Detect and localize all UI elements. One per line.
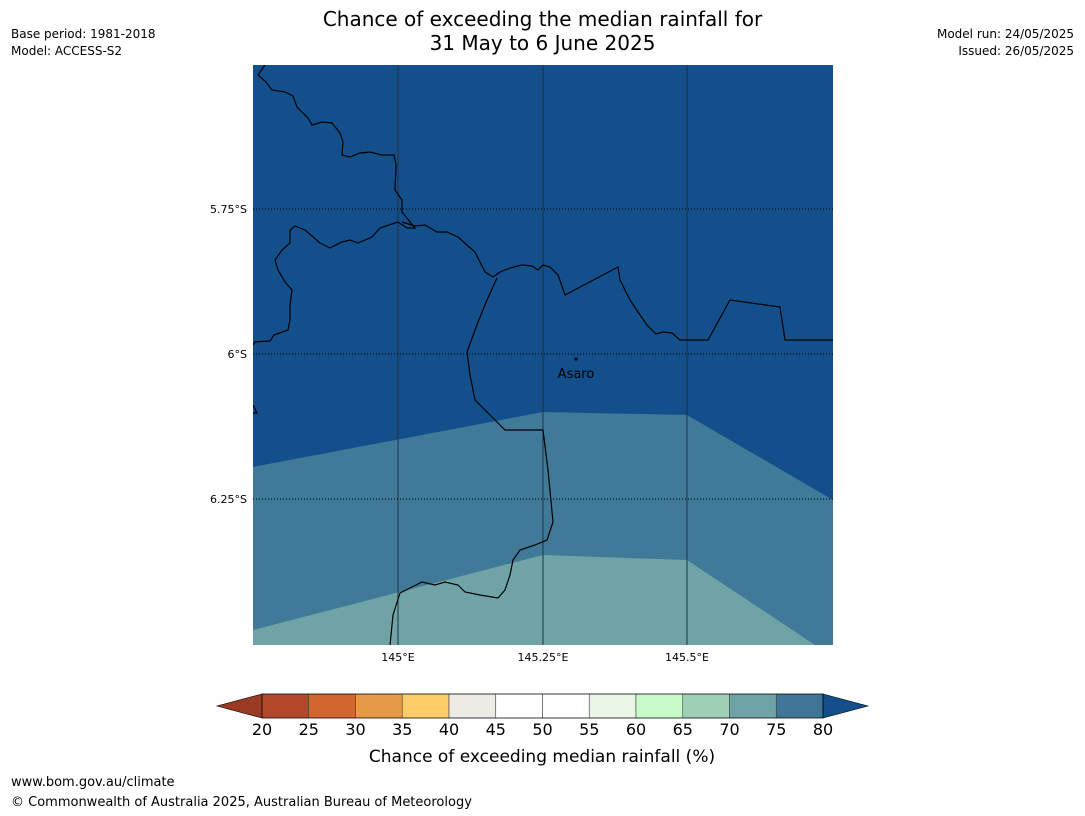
colorbar-tick-label: 50 [532,720,552,739]
colorbar-under-arrow [215,693,263,719]
colorbar-tick-label: 40 [439,720,459,739]
colorbar-tick-label: 65 [673,720,693,739]
colorbar-label: Chance of exceeding median rainfall (%) [369,747,715,767]
colorbar-segment [635,693,684,719]
lon-label: 145.5°E [665,651,709,664]
colorbar-segment [448,693,497,719]
colorbar-segment [355,693,403,719]
meta-left: Base period: 1981-2018 Model: ACCESS-S2 [11,26,156,60]
place-marker-asaro: Asaro [558,357,595,382]
map-panel: Asaro [253,65,833,645]
model-name: Model: ACCESS-S2 [11,44,123,58]
lat-label: 6°S [228,348,247,361]
colorbar-tick-label: 20 [252,720,272,739]
colorbar-tick-label: 80 [813,720,833,739]
footer-url: www.bom.gov.au/climate [11,775,175,790]
province-boundaries [253,65,833,645]
lat-labels: 5.75°S 6°S 6.25°S [210,203,247,506]
page-title: Chance of exceeding the median rainfall … [0,7,1085,55]
lon-label: 145°E [381,651,414,664]
colorbar: 20 25 30 35 40 45 50 55 60 65 70 75 80 Chance of exc… [215,693,870,767]
lat-label: 6.25°S [210,493,247,506]
lat-label: 5.75°S [210,203,247,216]
colorbar-segment [261,693,310,719]
colorbar-tick-label: 45 [486,720,506,739]
colorbar-tick-label: 70 [719,720,739,739]
issued-date: Issued: 26/05/2025 [958,44,1074,58]
colorbar-segment [308,693,356,719]
colorbar-segments [261,693,824,719]
lon-labels: 145°E 145.25°E 145.5°E [381,651,709,664]
colorbar-tick-label: 55 [579,720,599,739]
colorbar-segment [729,693,777,719]
place-label: Asaro [558,367,595,382]
colorbar-segment [775,693,824,719]
footer-copyright: © Commonwealth of Australia 2025, Austra… [11,795,472,810]
meta-right: Model run: 24/05/2025 Issued: 26/05/2025 [937,26,1074,60]
graticule [253,65,833,645]
colorbar-tick-label: 25 [299,720,319,739]
region-70-75 [253,555,815,645]
model-run: Model run: 24/05/2025 [936,27,1074,41]
colorbar-ticks: 20 25 30 35 40 45 50 55 60 65 70 75 80 [252,720,833,739]
colorbar-segment [401,693,450,719]
colorbar-segment [542,693,590,719]
colorbar-tick-label: 35 [392,720,412,739]
lon-label: 145.25°E [518,651,569,664]
colorbar-segment [495,693,543,719]
colorbar-segment [682,693,730,719]
colorbar-frame [261,693,824,719]
title-line-1: Chance of exceeding the median rainfall … [322,7,763,31]
colorbar-tick-label: 30 [345,720,365,739]
title-line-2: 31 May to 6 June 2025 [429,31,656,55]
colorbar-over-arrow [822,693,870,719]
colorbar-tick-label: 60 [626,720,646,739]
colorbar-segment [588,693,637,719]
colorbar-tick-label: 75 [766,720,786,739]
base-period: Base period: 1981-2018 [11,27,156,41]
place-dot [574,357,578,361]
